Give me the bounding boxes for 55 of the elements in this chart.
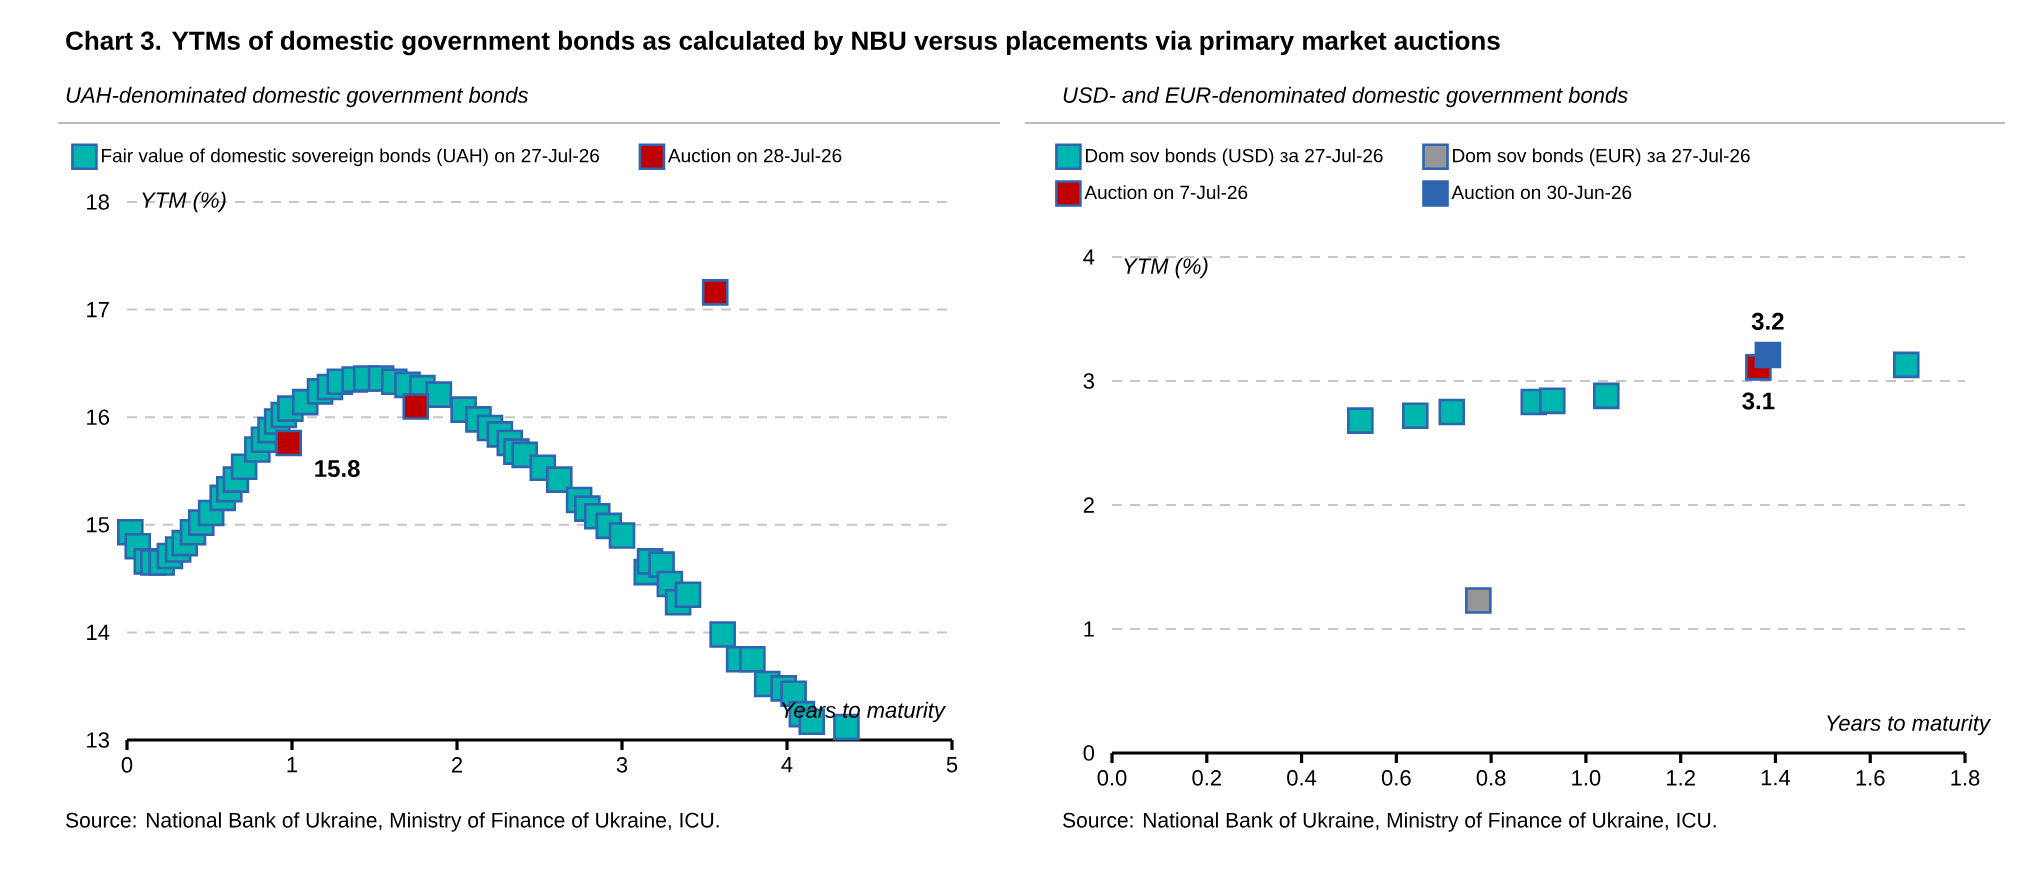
legend-label: Dom sov bonds (EUR) за 27-Jul-26 [1453,148,1750,167]
y-tick-label: 3 [1083,373,1094,389]
y-tick-label: 14 [87,624,110,640]
point [1754,341,1782,369]
x-tick-label: 0 [121,757,133,773]
point [1465,587,1492,614]
data-label: 3.1 [1742,392,1775,410]
chart-subtitle: UAH-denominated domestic government bonds [66,86,529,108]
point [1538,387,1566,415]
point [1347,407,1374,434]
x-tick-label: 1.0 [1572,770,1601,786]
y-tick-label: 0 [1083,745,1095,761]
point [275,429,303,457]
legend-label: Fair value of domestic sovereign bonds (UAH) on 27-Jul-26 [102,148,600,167]
y-tick-label: 2 [1083,497,1094,513]
x-tick-label: 1.4 [1761,770,1791,786]
x-axis-title: Years to maturity [1827,714,1992,736]
x-tick-label: 0.0 [1097,770,1127,786]
y-tick-label: 18 [87,194,109,210]
x-tick-label: 0.6 [1381,770,1411,786]
point [701,279,729,306]
data-label: 3.2 [1751,312,1784,330]
x-tick-label: 5 [946,757,958,773]
y-tick-label: 15 [87,517,109,533]
point [1592,382,1620,410]
y-tick-label: 4 [1083,249,1095,265]
x-tick-label: 1.8 [1951,770,1980,786]
chart-subtitle: USD- and EUR-denominated domestic government bonds [1063,86,1628,108]
chart-title: Chart 3. YTMs of domestic government bonds as calculated by NBU versus placements via primary market auctions [66,30,1500,56]
point [1438,398,1466,426]
y-tick-label: 1 [1084,621,1094,637]
x-tick-label: 2 [451,757,463,773]
y-tick-label: 13 [87,732,109,748]
y-tick-label: 17 [87,302,109,318]
y-axis-title: YTM (%) [142,191,226,213]
y-tick-label: 16 [87,409,109,425]
legend-label: Auction on 30-Jun-26 [1451,185,1632,200]
legend-label: Auction on 7-Jul-26 [1084,185,1248,200]
point [1402,402,1429,429]
data-label: 15.8 [315,460,360,478]
x-tick-label: 1.6 [1856,770,1885,786]
point [1892,351,1920,379]
x-tick-label: 0.2 [1192,770,1221,786]
x-tick-label: 0.4 [1287,770,1317,786]
x-tick-label: 1 [287,757,298,773]
legend-label: Auction on 28-Jul-26 [667,148,842,163]
point [402,393,430,420]
x-tick-label: 0.8 [1476,770,1506,786]
source-note: Source: National Bank of Ukraine, Ministry of Finance of Ukraine, ICU. [1063,812,1716,832]
y-axis-title: YTM (%) [1124,257,1208,279]
x-tick-label: 4 [781,757,793,773]
source-note: Source: National Bank of Ukraine, Ministry of Finance of Ukraine, ICU. [66,812,719,832]
x-tick-label: 1.2 [1667,770,1695,786]
legend-label: Dom sov bonds (USD) за 27-Jul-26 [1085,148,1383,167]
x-tick-label: 3 [616,757,628,773]
